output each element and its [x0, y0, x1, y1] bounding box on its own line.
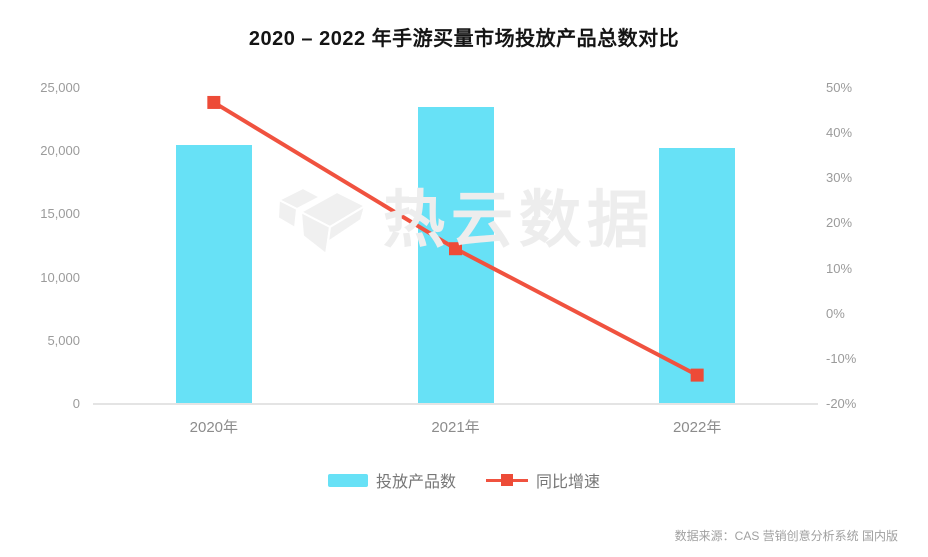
growth-marker-2020年 — [207, 95, 221, 109]
growth-line — [212, 100, 699, 377]
right-axis-tick: -10% — [826, 350, 857, 366]
legend-item-products[interactable]: 投放产品数 — [327, 468, 456, 492]
legend-label-products: 投放产品数 — [375, 474, 456, 491]
bar-swatch-icon — [327, 473, 368, 487]
legend: 投放产品数 同比增速 — [0, 468, 928, 492]
growth-line-layer — [207, 95, 704, 382]
line-swatch-icon — [486, 473, 528, 487]
right-axis-tick: 0% — [826, 305, 845, 321]
source-note: 数据来源：CAS 营销创意分析系统 国内版 — [674, 529, 898, 543]
x-axis-label: 2020年 — [189, 419, 239, 436]
left-axis-tick: 25,000 — [40, 80, 80, 95]
legend-label-growth: 同比增速 — [536, 474, 601, 491]
growth-marker-2022年 — [690, 368, 704, 382]
left-axis-tick: 10,000 — [40, 269, 80, 285]
x-axis-label: 2022年 — [672, 419, 722, 436]
right-axis-tick: -20% — [826, 396, 857, 411]
left-axis-tick: 5,000 — [47, 332, 80, 348]
x-axis-label: 2021年 — [431, 419, 480, 436]
bar-2020年 — [175, 144, 252, 404]
left-axis-tick: 0 — [72, 396, 80, 411]
right-axis-tick: 50% — [826, 80, 853, 95]
right-axis-tick: 10% — [826, 260, 853, 276]
right-axis-tick: 30% — [826, 170, 853, 186]
bar-2021年 — [417, 106, 494, 404]
chart-title: 2020 – 2022 年手游买量市场投放产品总数对比 — [248, 28, 680, 50]
right-axis-tick: 40% — [826, 125, 853, 141]
legend-item-growth[interactable]: 同比增速 — [486, 468, 600, 492]
x-axis-line — [93, 403, 818, 405]
left-axis-tick: 15,000 — [40, 206, 80, 222]
growth-marker-2021年 — [449, 242, 462, 256]
left-axis-tick: 20,000 — [40, 143, 80, 159]
right-axis-tick: 20% — [826, 215, 853, 231]
